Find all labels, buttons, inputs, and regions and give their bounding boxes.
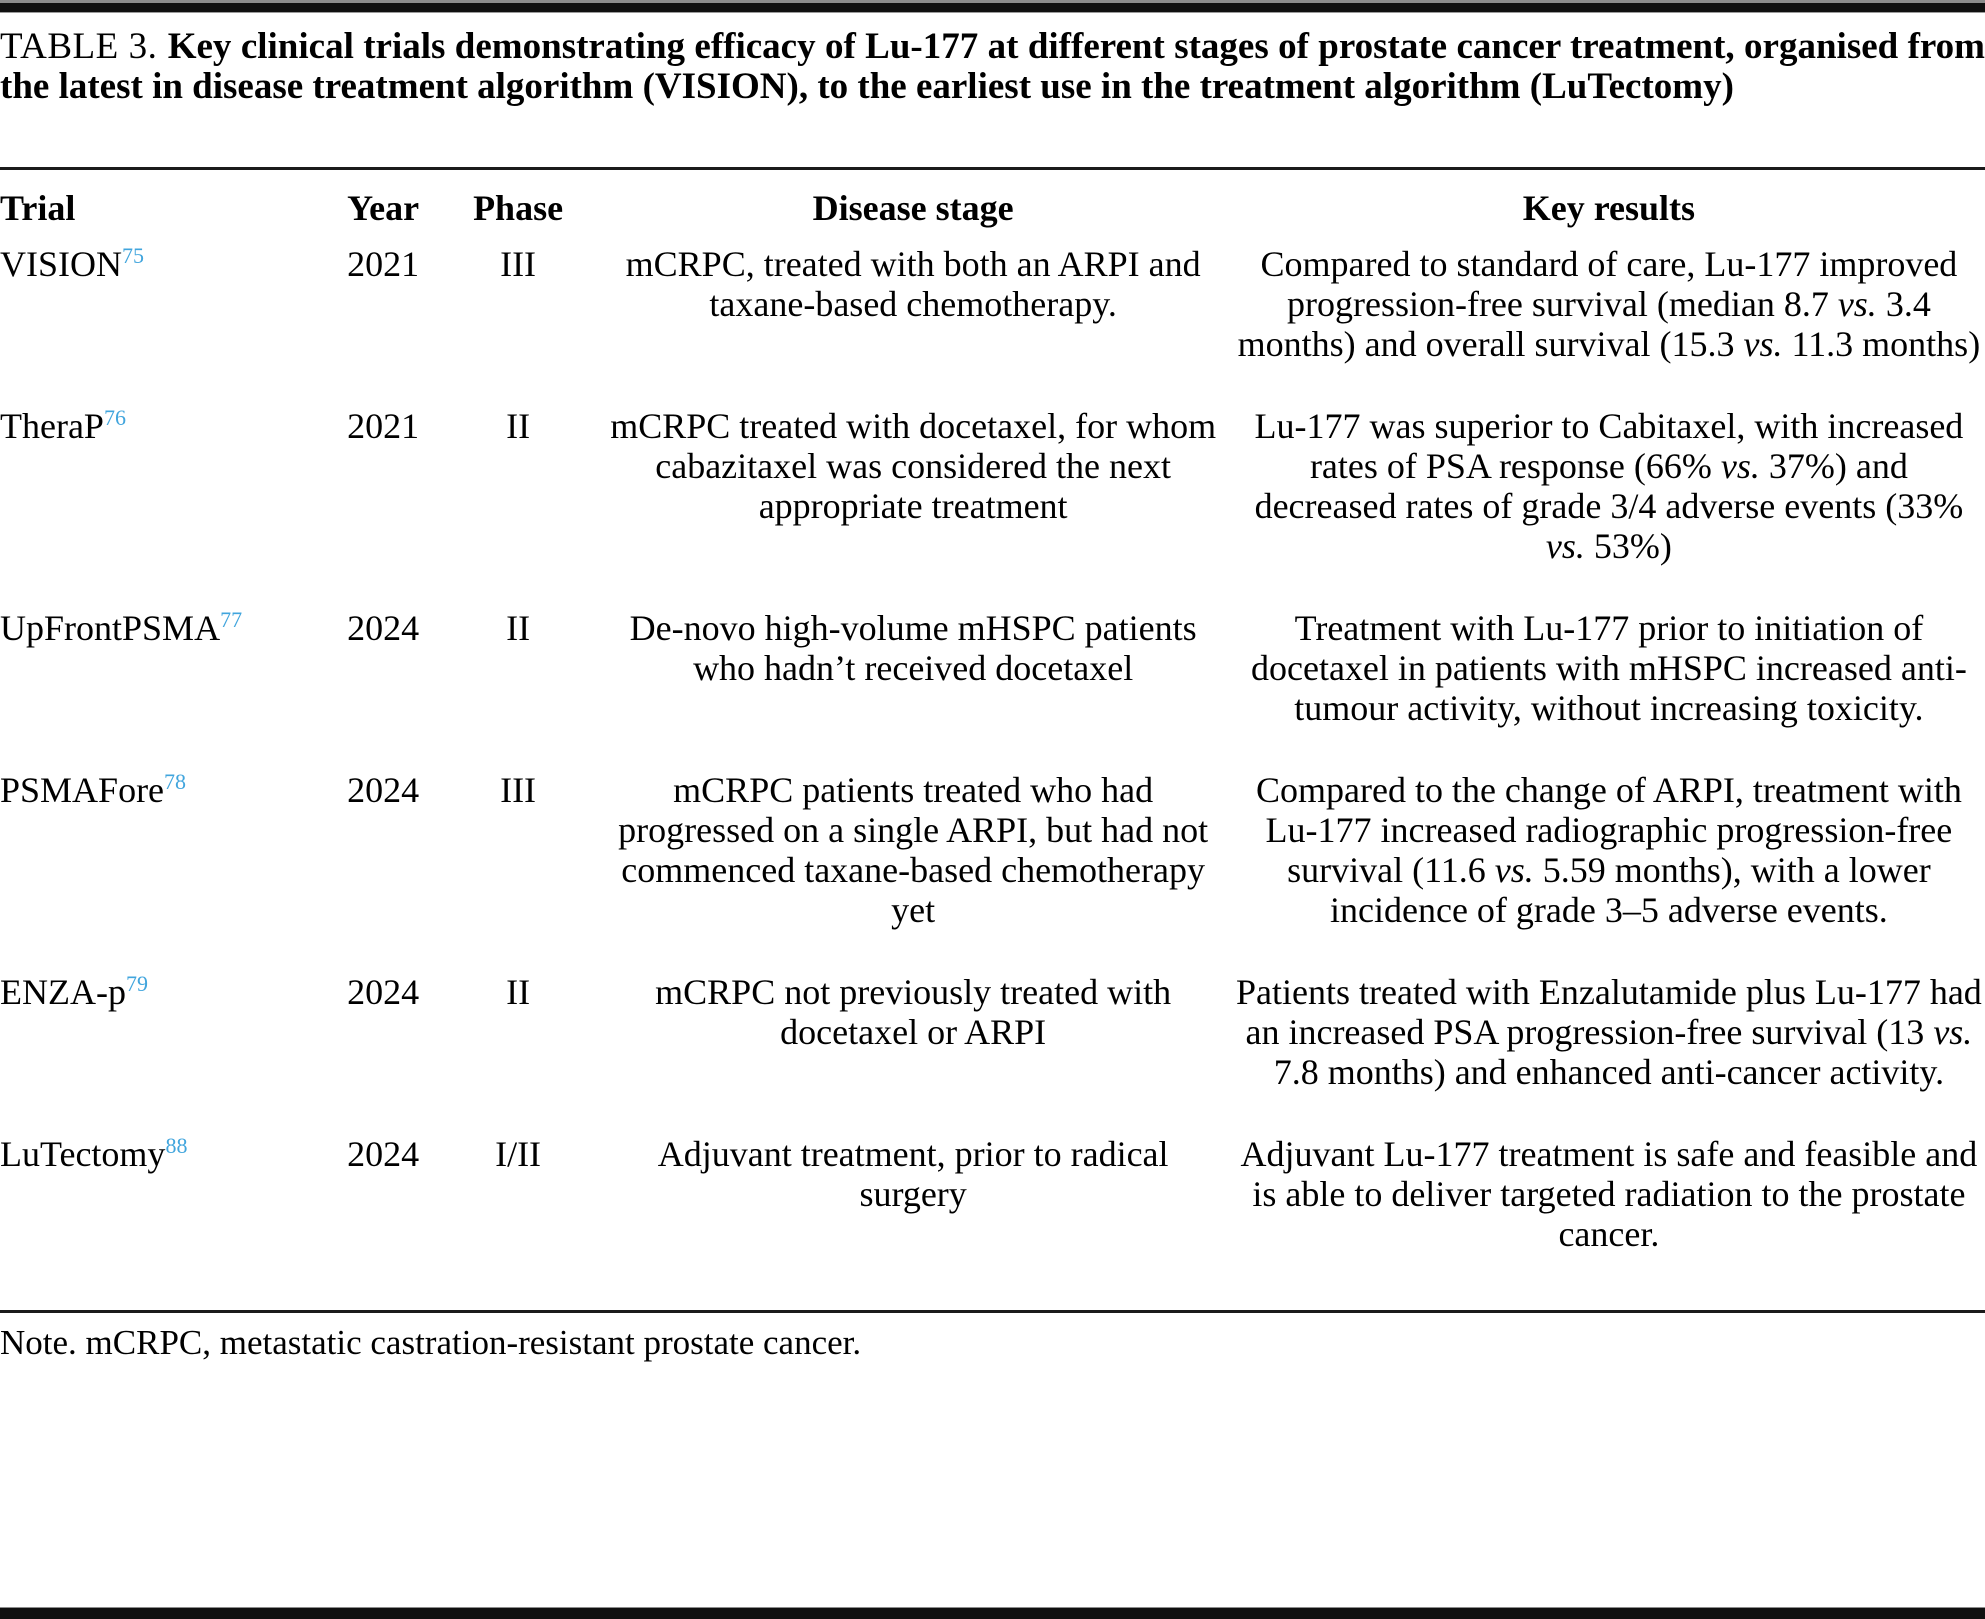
phase-cell: II <box>506 406 531 446</box>
cell-text: 53%) <box>1584 526 1672 566</box>
reference-link[interactable]: 79 <box>125 971 148 996</box>
cell-text: 3.4 months) and overall survival (15.3 <box>1237 284 1931 364</box>
key-results-cell: Compared to the change of ARPI, treatmen… <box>1229 770 1985 972</box>
trial-name: ENZA-p <box>0 972 126 1012</box>
table-body: VISION75 2021 III mCRPC, treated with both … <box>0 244 1985 1296</box>
year-cell: 2021 <box>347 244 420 284</box>
key-results-cell: Lu-177 was superior to Cabitaxel, with i… <box>1229 406 1985 608</box>
disease-stage-cell: mCRPC patients treated who had progresse… <box>597 770 1228 972</box>
year-cell: 2024 <box>347 972 420 1012</box>
versus-italic-text: vs. <box>1933 1012 1973 1052</box>
year-cell: 2024 <box>347 770 420 810</box>
cell-text: Lu-177 was superior to Cabitaxel, with i… <box>1254 406 1964 486</box>
key-results-cell: Adjuvant Lu-177 treatment is safe and fe… <box>1229 1134 1985 1296</box>
cell-text: 7.8 months) and enhanced anti-cancer act… <box>1273 1052 1945 1092</box>
cell-text: mCRPC not previously treated with doceta… <box>655 972 1172 1052</box>
note-top-rule <box>0 1310 1985 1313</box>
key-results-cell: Treatment with Lu-177 prior to initiatio… <box>1229 608 1985 770</box>
reference-link[interactable]: 78 <box>164 769 187 794</box>
phase-cell: II <box>506 972 531 1012</box>
trial-cell: ENZA-p79 <box>0 972 328 1134</box>
disease-stage-cell: Adjuvant treatment, prior to radical sur… <box>597 1134 1228 1296</box>
trial-name: LuTectomy <box>0 1134 166 1174</box>
trial-cell: UpFrontPSMA77 <box>0 608 328 770</box>
key-results-cell: Compared to standard of care, Lu-177 imp… <box>1229 244 1985 406</box>
table-title: TABLE 3. Key clinical trials demonstratin… <box>0 27 1985 107</box>
trial-name: VISION <box>0 244 122 284</box>
year-cell: 2024 <box>347 608 420 648</box>
key-results-cell: Patients treated with Enzalutamide plus … <box>1229 972 1985 1134</box>
clinical-trials-table: Trial Year Phase Disease stage Key results V… <box>0 170 1985 1296</box>
trial-cell: TheraP76 <box>0 406 328 608</box>
reference-link[interactable]: 76 <box>103 405 126 430</box>
trial-name: TheraP <box>0 406 104 446</box>
year-cell: 2021 <box>347 406 420 446</box>
versus-italic-text: vs. <box>1720 446 1760 486</box>
cell-text: mCRPC, treated with both an ARPI and tax… <box>625 244 1201 324</box>
cell-text: Patients treated with Enzalutamide plus … <box>1236 972 1982 1052</box>
cell-text: Adjuvant treatment, prior to radical sur… <box>657 1134 1169 1214</box>
header-row: Trial Year Phase Disease stage Key results <box>0 170 1985 244</box>
cell-text: mCRPC treated with docetaxel, for whom c… <box>610 406 1217 526</box>
year-cell: 2024 <box>347 1134 420 1174</box>
table-number: TABLE 3. <box>0 26 158 67</box>
header-top-rule <box>0 167 1985 170</box>
cell-text: 11.3 months) <box>1782 324 1981 364</box>
disease-stage-cell: mCRPC, treated with both an ARPI and tax… <box>597 244 1228 406</box>
versus-italic-text: vs. <box>1545 526 1585 566</box>
trial-cell: LuTectomy88 <box>0 1134 328 1296</box>
cell-text: 37%) and decreased rates of grade 3/4 ad… <box>1254 446 1964 526</box>
cell-text: 5.59 months), with a lower incidence of … <box>1330 850 1931 930</box>
trial-row-vision: VISION75 2021 III mCRPC, treated with both … <box>0 244 1985 406</box>
versus-italic-text: vs. <box>1494 850 1534 890</box>
bottom-rule <box>0 1607 1985 1619</box>
column-header-year: Year <box>347 188 420 228</box>
top-rule <box>0 0 1985 13</box>
reference-link[interactable]: 77 <box>220 607 243 632</box>
table-caption: Key clinical trials demonstrating effica… <box>0 26 1985 107</box>
column-header-disease_stage: Disease stage <box>812 188 1014 228</box>
phase-cell: III <box>500 244 537 284</box>
trial-row-psmafore: PSMAFore78 2024 III mCRPC patients treated … <box>0 770 1985 972</box>
trial-row-upfrontpsma: UpFrontPSMA77 2024 II De-novo high-volume m… <box>0 608 1985 770</box>
cell-text: mCRPC patients treated who had progresse… <box>618 770 1209 930</box>
trial-cell: VISION75 <box>0 244 328 406</box>
trial-cell: PSMAFore78 <box>0 770 328 972</box>
phase-cell: I/II <box>495 1134 542 1174</box>
phase-cell: III <box>500 770 537 810</box>
table-head: Trial Year Phase Disease stage Key results <box>0 170 1985 244</box>
phase-cell: II <box>506 608 531 648</box>
trial-row-lutectomy: LuTectomy88 2024 I/II Adjuvant treatment, p… <box>0 1134 1985 1296</box>
cell-text: De-novo high-volume mHSPC patients who h… <box>629 608 1197 688</box>
cell-text: Compared to standard of care, Lu-177 imp… <box>1260 244 1958 324</box>
reference-link[interactable]: 75 <box>122 243 144 268</box>
column-header-phase: Phase <box>473 188 564 228</box>
column-header-key_results: Key results <box>1522 188 1696 228</box>
cell-text: Adjuvant Lu-177 treatment is safe and fe… <box>1240 1134 1978 1254</box>
trial-name: PSMAFore <box>0 770 165 810</box>
trial-name: UpFrontPSMA <box>0 608 221 648</box>
trial-row-therap: TheraP76 2021 II mCRPC treated with docetax… <box>0 406 1985 608</box>
disease-stage-cell: De-novo high-volume mHSPC patients who h… <box>597 608 1228 770</box>
versus-italic-text: vs. <box>1743 324 1783 364</box>
disease-stage-cell: mCRPC not previously treated with doceta… <box>597 972 1228 1134</box>
cell-text: Treatment with Lu-177 prior to initiatio… <box>1250 608 1967 728</box>
column-header-trial: Trial <box>0 188 76 228</box>
versus-italic-text: vs. <box>1837 284 1877 324</box>
trial-row-enza-p: ENZA-p79 2024 II mCRPC not previously treat… <box>0 972 1985 1134</box>
cell-text: Compared to the change of ARPI, treatmen… <box>1255 770 1962 890</box>
table-note: Note. mCRPC, metastatic castration-resis… <box>0 1323 862 1362</box>
disease-stage-cell: mCRPC treated with docetaxel, for whom c… <box>597 406 1228 608</box>
reference-link[interactable]: 88 <box>165 1133 188 1158</box>
